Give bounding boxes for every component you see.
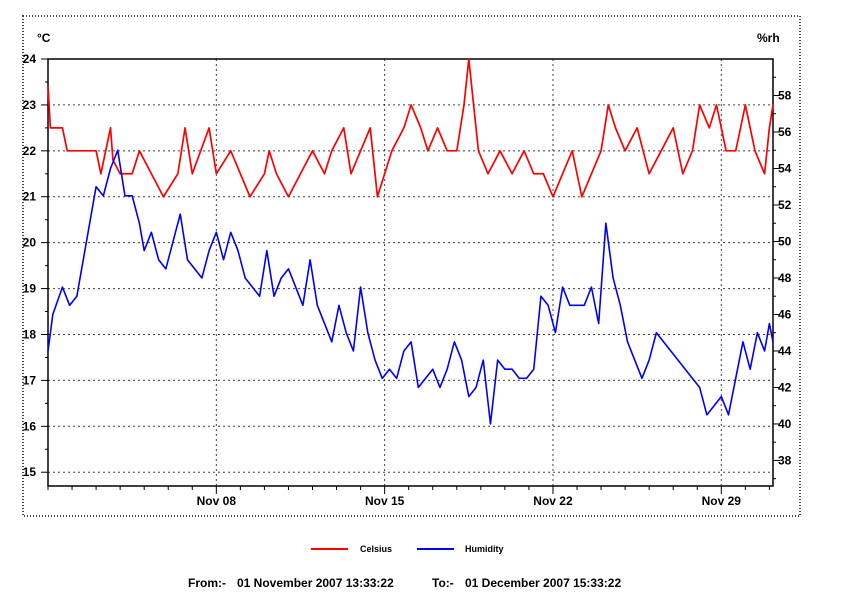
- right-axis-unit-label: %rh: [757, 31, 780, 45]
- left-axis-tick-label: 16: [23, 419, 37, 433]
- series-line-humidity: [47, 149, 774, 425]
- bottom-axis-tick-label: Nov 15: [365, 494, 405, 508]
- left-axis-tick-label: 15: [23, 465, 37, 479]
- left-axis-tick-label: 18: [23, 327, 37, 341]
- left-axis-group: 15 16 17 18 19 20 21 22 23 24: [23, 52, 48, 479]
- right-axis-group: 38 40 42 44 46 48 50 52 54 56 58: [773, 76, 792, 480]
- legend: Celsius Humidity: [311, 544, 504, 554]
- left-axis-tick-label: 19: [23, 282, 37, 296]
- right-axis-tick-label: 44: [778, 344, 792, 358]
- left-axis-tick-label: 17: [23, 373, 37, 387]
- right-axis-tick-label: 40: [778, 417, 792, 431]
- footer-to-label: To:-: [432, 576, 454, 590]
- right-axis-tick-label: 38: [778, 453, 792, 467]
- bottom-axis-group: Nov 08 Nov 15 Nov 22 Nov 29: [47, 486, 770, 508]
- right-axis-tick-label: 52: [778, 198, 792, 212]
- left-axis-tick-label: 20: [23, 236, 37, 250]
- left-axis-unit-label: °C: [37, 31, 51, 45]
- grid-group: [48, 58, 773, 486]
- right-axis-tick-label: 58: [778, 88, 792, 102]
- legend-label-humidity: Humidity: [465, 544, 504, 554]
- plot-area: [47, 58, 774, 487]
- bottom-axis-tick-label: Nov 29: [702, 494, 742, 508]
- series-group: [47, 58, 774, 425]
- right-axis-tick-label: 42: [778, 380, 792, 394]
- right-axis-tick-label: 46: [778, 307, 792, 321]
- left-axis-tick-label: 21: [23, 190, 37, 204]
- right-axis-tick-label: 50: [778, 234, 792, 248]
- left-axis-tick-label: 23: [23, 98, 37, 112]
- bottom-axis-tick-label: Nov 22: [533, 494, 573, 508]
- left-axis-tick-label: 22: [23, 144, 37, 158]
- left-axis-tick-label: 24: [23, 52, 37, 66]
- right-axis-tick-label: 48: [778, 271, 792, 285]
- bottom-axis-tick-label: Nov 08: [197, 494, 237, 508]
- footer-to-value: 01 December 2007 15:33:22: [465, 576, 621, 590]
- series-line-celsius: [47, 58, 774, 198]
- right-axis-tick-label: 54: [778, 161, 792, 175]
- footer-from-label: From:-: [188, 576, 226, 590]
- footer: From:- 01 November 2007 13:33:22 To:- 01…: [188, 576, 621, 590]
- right-axis-tick-label: 56: [778, 125, 792, 139]
- legend-label-celsius: Celsius: [360, 544, 392, 554]
- footer-from-value: 01 November 2007 13:33:22: [237, 576, 394, 590]
